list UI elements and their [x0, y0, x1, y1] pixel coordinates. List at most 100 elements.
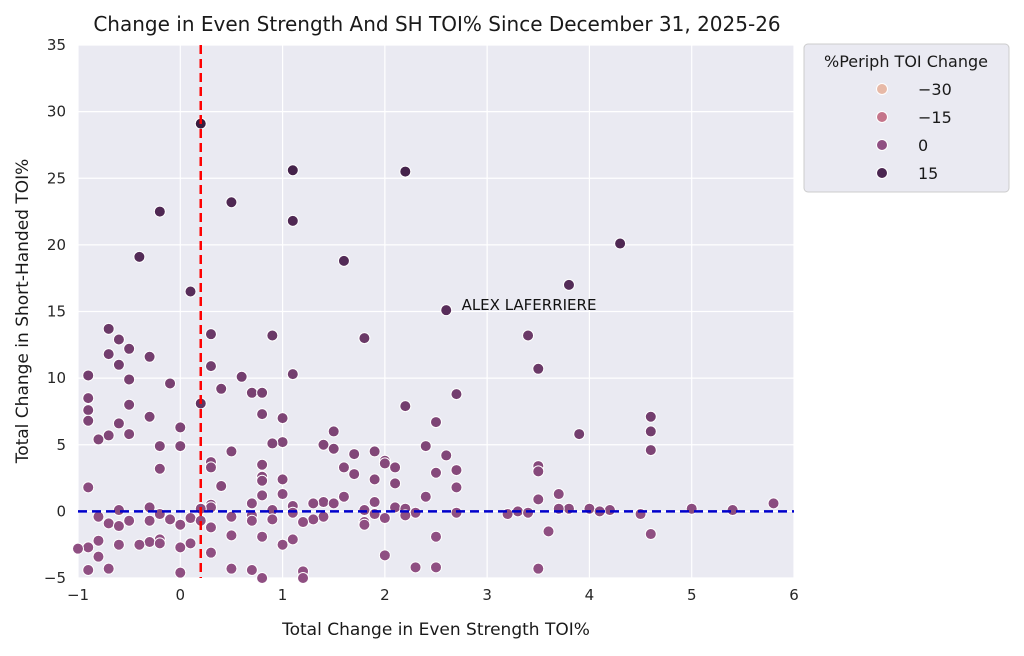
- legend-marker: [876, 111, 888, 123]
- data-point: [174, 421, 187, 434]
- data-points: [72, 117, 780, 584]
- data-point: [450, 506, 463, 519]
- data-point: [440, 304, 453, 317]
- data-point: [225, 445, 238, 458]
- x-tick-label: 6: [789, 586, 799, 604]
- x-tick-label: 0: [176, 586, 186, 604]
- data-point: [164, 377, 177, 390]
- x-tick-labels: −1 0 1 2 3 4 5 6: [67, 586, 799, 604]
- data-point: [143, 514, 156, 527]
- data-point: [317, 496, 330, 509]
- data-point: [644, 444, 657, 457]
- data-point: [82, 369, 95, 382]
- data-point: [112, 333, 125, 346]
- data-point: [153, 462, 166, 475]
- data-point: [72, 542, 84, 555]
- data-point: [82, 481, 95, 494]
- data-point: [450, 388, 463, 401]
- data-point: [112, 538, 125, 551]
- data-point: [184, 285, 197, 298]
- data-point: [532, 493, 545, 506]
- data-point: [286, 506, 299, 519]
- data-point: [726, 504, 739, 517]
- data-point: [256, 572, 269, 584]
- data-point: [102, 517, 115, 530]
- data-point: [317, 510, 330, 523]
- data-point: [133, 250, 146, 263]
- data-point: [92, 534, 105, 547]
- data-point: [419, 440, 432, 453]
- data-point: [184, 537, 197, 550]
- data-point: [522, 329, 535, 342]
- data-point: [174, 440, 187, 453]
- data-point: [266, 513, 279, 526]
- legend-label: 15: [918, 164, 938, 183]
- data-point: [82, 541, 95, 554]
- data-point: [174, 518, 187, 531]
- data-point: [82, 564, 95, 577]
- data-point: [603, 504, 616, 517]
- data-point: [123, 514, 136, 527]
- data-point: [307, 513, 320, 526]
- data-point: [235, 370, 248, 383]
- data-point: [276, 538, 289, 551]
- x-tick-label: 5: [687, 586, 697, 604]
- data-point: [542, 525, 555, 538]
- data-point: [225, 562, 238, 575]
- data-point: [522, 506, 535, 519]
- data-point: [123, 373, 136, 386]
- data-point: [82, 414, 95, 427]
- data-point: [245, 564, 258, 577]
- data-point: [368, 473, 381, 486]
- y-tick-label: 35: [47, 36, 66, 54]
- data-point: [532, 362, 545, 375]
- data-point: [204, 360, 217, 373]
- data-point: [337, 461, 350, 474]
- x-tick-label: 1: [278, 586, 288, 604]
- data-point: [266, 329, 279, 342]
- data-point: [358, 504, 371, 517]
- data-point: [348, 448, 361, 461]
- data-point: [123, 342, 136, 355]
- data-point: [644, 425, 657, 438]
- data-point: [327, 442, 340, 455]
- data-point: [327, 497, 340, 510]
- legend-marker: [876, 139, 888, 151]
- data-point: [204, 461, 217, 474]
- data-point: [123, 398, 136, 411]
- annotations: ALEX LAFERRIERE: [462, 296, 597, 314]
- data-point: [378, 457, 391, 470]
- data-point: [112, 358, 125, 371]
- data-point: [184, 512, 197, 525]
- data-point: [276, 488, 289, 501]
- data-point: [286, 164, 299, 177]
- point-annotation: ALEX LAFERRIERE: [462, 296, 597, 314]
- data-point: [286, 533, 299, 546]
- data-point: [256, 408, 269, 421]
- data-point: [532, 562, 545, 575]
- data-point: [153, 440, 166, 453]
- data-point: [102, 429, 115, 442]
- data-point: [337, 254, 350, 267]
- data-point: [430, 466, 442, 479]
- y-tick-labels: −5 0 5 10 15 20 25 30 35: [44, 36, 66, 587]
- legend-marker: [876, 83, 888, 95]
- data-point: [102, 322, 115, 335]
- data-point: [419, 490, 432, 503]
- data-point: [153, 205, 166, 218]
- data-point: [532, 465, 545, 478]
- data-point: [245, 386, 258, 399]
- data-point: [112, 417, 125, 430]
- y-tick-label: 5: [56, 436, 66, 454]
- x-tick-label: −1: [67, 586, 89, 604]
- data-point: [174, 541, 187, 554]
- data-point: [266, 437, 279, 450]
- data-point: [368, 445, 381, 458]
- data-point: [225, 529, 238, 542]
- legend-label: −30: [918, 80, 952, 99]
- data-point: [327, 425, 340, 438]
- data-point: [317, 438, 330, 451]
- data-point: [767, 497, 780, 510]
- data-point: [256, 474, 269, 487]
